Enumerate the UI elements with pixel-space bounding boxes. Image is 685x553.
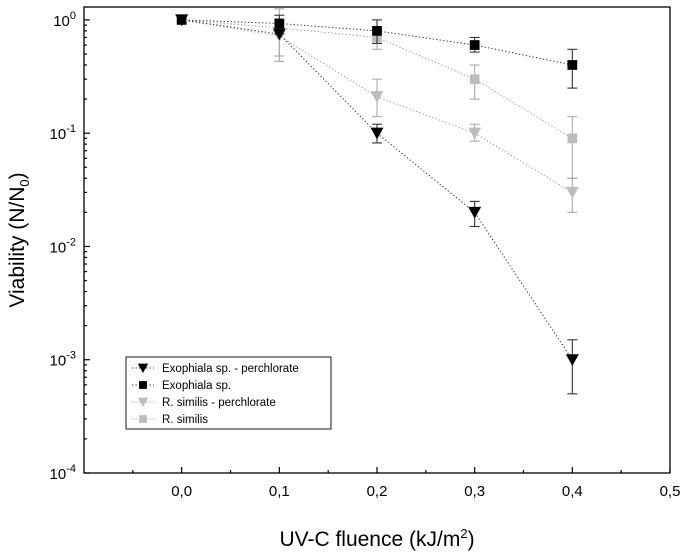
y-tick-exp: -1: [66, 123, 76, 135]
x-tick-label: 0,0: [171, 483, 192, 500]
data-point: [468, 127, 482, 140]
y-tick-label: 100: [53, 10, 76, 30]
y-tick-label: 10-3: [50, 350, 76, 370]
legend-marker: [137, 363, 149, 373]
data-point: [565, 186, 579, 199]
y-tick-exp: -4: [66, 463, 76, 475]
legend-label: R. similis - perchlorate: [162, 397, 276, 409]
data-point: [175, 14, 189, 27]
series-line: [181, 19, 573, 361]
y-tick-base: 10: [50, 466, 67, 483]
data-point: [272, 28, 286, 41]
y-axis-title-main: Viability (N/N: [6, 187, 29, 308]
y-axis-title-close: ): [6, 172, 29, 179]
data-point: [469, 40, 480, 50]
data-point: [567, 133, 578, 144]
data-point: [370, 127, 384, 140]
y-tick-base: 10: [50, 126, 67, 143]
legend-label: R. similis: [162, 414, 208, 426]
y-axis-title: Viability (N/N0): [6, 172, 32, 307]
y-tick-base: 10: [53, 13, 70, 30]
legend-marker: [137, 397, 149, 407]
data-point: [274, 18, 285, 29]
x-tick-label: 0,4: [562, 483, 583, 500]
series-group: [176, 14, 578, 89]
x-axis-title-close: ): [468, 528, 475, 551]
data-point: [370, 91, 384, 103]
x-axis-title-main: UV-C fluence (kJ/m: [279, 528, 460, 551]
x-tick-label: 0,2: [367, 483, 388, 500]
y-tick-exp: -2: [66, 236, 76, 248]
data-point: [565, 354, 579, 366]
y-tick-exp: 0: [70, 10, 76, 22]
y-axis-title-sub: 0: [17, 179, 32, 186]
y-tick-label: 10-4: [50, 463, 76, 483]
data-point: [567, 60, 578, 70]
series-layer: [175, 8, 579, 395]
y-tick-label: 10-2: [50, 236, 76, 256]
y-tick-label: 10-1: [50, 123, 76, 143]
legend-label: Exophiala sp. - perchlorate: [162, 363, 299, 375]
x-tick-label: 0,1: [269, 483, 290, 500]
x-axis-title: UV-C fluence (kJ/m2): [279, 526, 474, 551]
data-point: [469, 74, 480, 85]
x-axis-title-sup: 2: [460, 526, 467, 541]
data-point: [372, 26, 382, 36]
legend-marker: [139, 381, 147, 389]
x-tick-label: 0,5: [660, 483, 681, 500]
legend-marker: [139, 415, 147, 423]
series-group: [175, 14, 579, 395]
legend: Exophiala sp. - perchlorate Exophiala sp.…: [125, 356, 332, 430]
data-point: [468, 206, 482, 219]
y-tick-base: 10: [50, 353, 67, 370]
x-tick-label: 0,3: [464, 483, 485, 500]
legend-label: Exophiala sp.: [162, 380, 231, 392]
legend-box: [125, 356, 332, 430]
y-tick-exp: -3: [66, 350, 76, 362]
y-tick-base: 10: [50, 239, 67, 256]
